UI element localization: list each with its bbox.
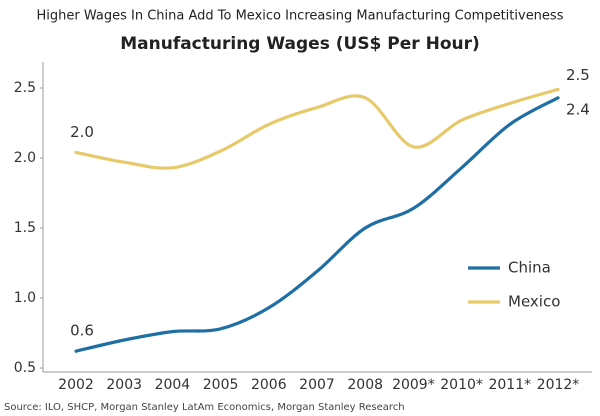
- x-tick-label: 2012*: [537, 377, 580, 393]
- line-series: [74, 87, 560, 170]
- x-tick-label: 2003: [106, 377, 142, 393]
- x-tick-label: 2004: [155, 377, 191, 393]
- x-tick-label: 2007: [299, 377, 335, 393]
- x-tick-label: 2008: [347, 377, 383, 393]
- y-tick-label: 0.5: [14, 360, 36, 376]
- data-label: 2.0: [70, 123, 94, 141]
- x-tick-label: 2006: [251, 377, 287, 393]
- line-series: [74, 96, 560, 353]
- chart-subtitle: Higher Wages In China Add To Mexico Incr…: [37, 9, 564, 24]
- legend-label: China: [508, 259, 551, 277]
- chart-title: Manufacturing Wages (US$ Per Hour): [120, 34, 480, 54]
- y-tick-label: 2.5: [14, 80, 36, 96]
- x-tick-label: 2002: [58, 377, 94, 393]
- y-tick-label: 2.0: [14, 150, 36, 166]
- x-tick-label: 2009*: [392, 377, 435, 393]
- source-note: Source: ILO, SHCP, Morgan Stanley LatAm …: [4, 402, 405, 413]
- data-label: 2.5: [566, 66, 590, 84]
- data-label: 2.4: [566, 100, 590, 118]
- y-tick-label: 1.5: [14, 220, 36, 236]
- x-tick-label: 2010*: [440, 377, 483, 393]
- x-tick-label: 2005: [203, 377, 239, 393]
- legend-label: Mexico: [508, 293, 560, 311]
- data-label: 0.6: [70, 322, 94, 340]
- y-tick-label: 1.0: [14, 290, 36, 306]
- x-tick-label: 2011*: [488, 377, 531, 393]
